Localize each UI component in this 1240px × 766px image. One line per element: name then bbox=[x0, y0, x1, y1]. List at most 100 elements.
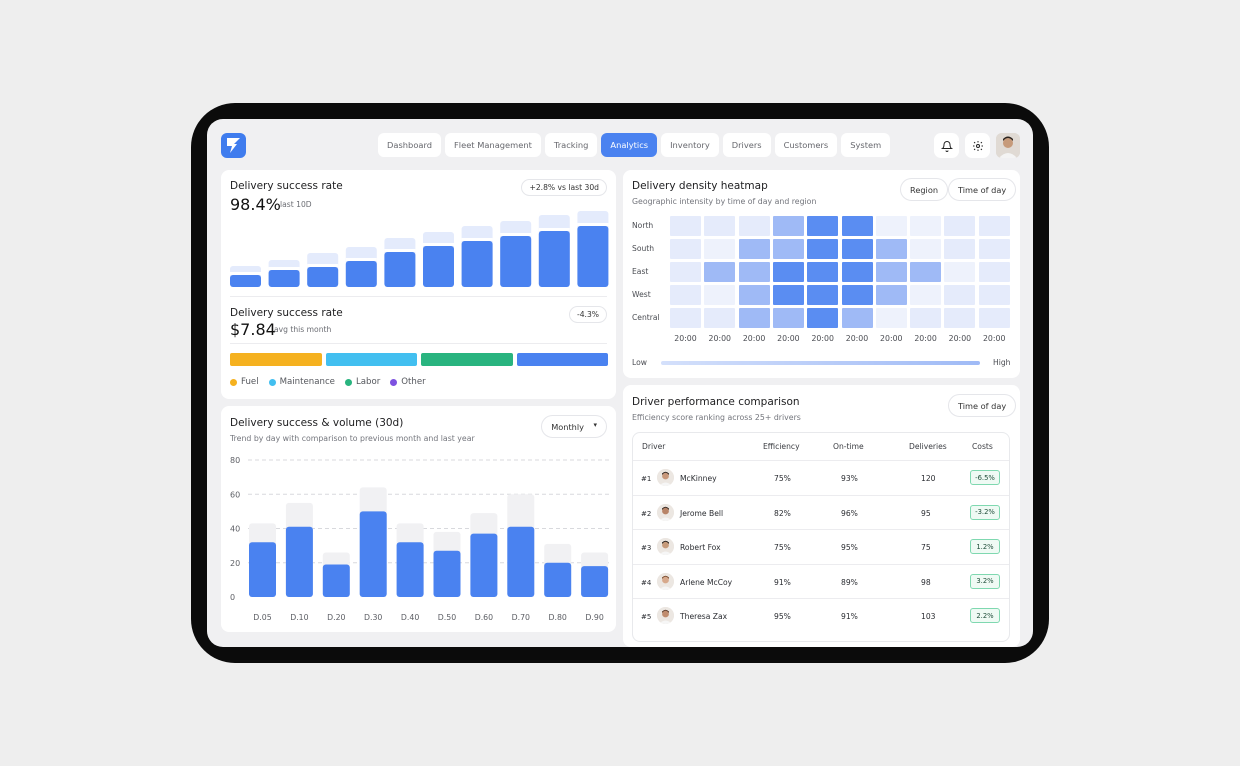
driver-rank: #1 bbox=[641, 475, 652, 483]
heatmap-cell[interactable] bbox=[772, 262, 804, 283]
time-of-day-filter-button[interactable]: Time of day bbox=[948, 178, 1017, 201]
table-row[interactable]: #1 McKinney 75% 93% 120 -6.5% bbox=[633, 460, 1009, 495]
heatmap-cell[interactable] bbox=[738, 308, 770, 329]
heatmap-cell[interactable] bbox=[704, 308, 736, 329]
heatmap-cell[interactable] bbox=[978, 285, 1010, 306]
bell-icon[interactable] bbox=[934, 133, 959, 158]
x-tick-label: D.70 bbox=[512, 613, 530, 622]
drivers-title: Driver performance comparison bbox=[632, 396, 800, 408]
brand-logo[interactable] bbox=[221, 133, 246, 158]
heatmap-cell[interactable] bbox=[738, 216, 770, 236]
x-tick-label: D.20 bbox=[327, 613, 345, 622]
cost-breakdown-bar bbox=[230, 353, 608, 366]
heatmap-cell[interactable] bbox=[670, 239, 701, 260]
rate-bar bbox=[577, 226, 609, 287]
legend-dot bbox=[230, 378, 237, 386]
volume-bar bbox=[396, 542, 424, 597]
heatmap-cell[interactable] bbox=[841, 308, 873, 329]
heatmap-cell[interactable] bbox=[910, 239, 942, 260]
y-tick-label: 0 bbox=[230, 593, 235, 602]
rate-bar-gap bbox=[268, 267, 300, 270]
heatmap-cell[interactable] bbox=[910, 308, 942, 329]
heatmap-cell[interactable] bbox=[772, 239, 804, 260]
cost-segment-fuel bbox=[230, 353, 322, 366]
heatmap-cell[interactable] bbox=[910, 216, 942, 236]
heatmap-cell[interactable] bbox=[875, 262, 907, 283]
heatmap-cell[interactable] bbox=[807, 308, 839, 329]
heatmap-row-label: North bbox=[632, 221, 654, 230]
heatmap-cell[interactable] bbox=[944, 308, 976, 329]
heatmap-cell[interactable] bbox=[738, 262, 770, 283]
heatmap-row-label: East bbox=[632, 267, 649, 277]
tab-dashboard[interactable]: Dashboard bbox=[378, 133, 442, 157]
driver-cost-badge: 1.2% bbox=[970, 539, 1000, 554]
heatmap-cell[interactable] bbox=[670, 216, 701, 236]
tab-system[interactable]: System bbox=[841, 133, 891, 157]
heatmap-cell[interactable] bbox=[841, 216, 873, 236]
region-filter-button[interactable]: Region bbox=[900, 178, 949, 201]
heatmap-cell[interactable] bbox=[738, 285, 770, 306]
rate-bar-gap bbox=[500, 233, 532, 236]
heatmap-cell[interactable] bbox=[978, 262, 1010, 283]
rate-bar bbox=[268, 270, 300, 287]
heatmap-cell[interactable] bbox=[738, 239, 770, 260]
heatmap-cell[interactable] bbox=[910, 262, 942, 283]
divider bbox=[230, 296, 607, 297]
tab-tracking[interactable]: Tracking bbox=[544, 133, 598, 157]
heatmap-cell[interactable] bbox=[807, 239, 839, 260]
gear-icon[interactable] bbox=[965, 133, 990, 158]
drivers-time-filter-button[interactable]: Time of day bbox=[948, 394, 1017, 417]
heatmap-cell[interactable] bbox=[944, 262, 976, 283]
driver-efficiency: 95% bbox=[774, 612, 791, 621]
heatmap-cell[interactable] bbox=[704, 262, 736, 283]
heatmap-cell[interactable] bbox=[875, 216, 907, 236]
heatmap-cell[interactable] bbox=[944, 216, 976, 236]
rate-bar bbox=[384, 252, 416, 287]
heatmap-cell[interactable] bbox=[772, 308, 804, 329]
heatmap-cell[interactable] bbox=[875, 239, 907, 260]
driver-avatar bbox=[657, 503, 674, 521]
heatmap-cell[interactable] bbox=[670, 262, 701, 283]
cost-badge: -4.3% bbox=[568, 306, 607, 323]
volume-bar bbox=[470, 533, 498, 597]
success-rate-chart bbox=[230, 211, 609, 287]
heatmap-cell[interactable] bbox=[841, 239, 873, 260]
tab-analytics[interactable]: Analytics bbox=[601, 133, 658, 157]
heatmap-cell[interactable] bbox=[704, 216, 736, 236]
heatmap-cell[interactable] bbox=[807, 216, 839, 236]
heatmap-cell[interactable] bbox=[841, 285, 873, 306]
tab-drivers[interactable]: Drivers bbox=[722, 133, 771, 157]
heatmap-cell[interactable] bbox=[978, 239, 1010, 260]
heatmap-cell[interactable] bbox=[944, 285, 976, 306]
cost-segment-other bbox=[516, 353, 608, 366]
heatmap-cell[interactable] bbox=[704, 285, 736, 306]
heatmap-cell[interactable] bbox=[807, 262, 839, 283]
tab-inventory[interactable]: Inventory bbox=[661, 133, 719, 157]
heatmap-cell[interactable] bbox=[875, 285, 907, 306]
heatmap-cell[interactable] bbox=[978, 308, 1010, 329]
table-row[interactable]: #5 Theresa Zax 95% 91% 103 2.2% bbox=[633, 598, 1009, 633]
volume-title: Delivery success & volume (30d) bbox=[230, 417, 404, 429]
tab-customers[interactable]: Customers bbox=[774, 133, 838, 157]
heatmap-cell[interactable] bbox=[875, 308, 907, 329]
heatmap-cell[interactable] bbox=[807, 285, 839, 306]
driver-performance-card: Driver performance comparison Efficiency… bbox=[623, 385, 1020, 647]
heatmap-cell[interactable] bbox=[910, 285, 942, 306]
heatmap-cell[interactable] bbox=[772, 285, 804, 306]
user-avatar[interactable] bbox=[996, 133, 1020, 158]
heatmap-cell[interactable] bbox=[978, 216, 1010, 236]
heatmap-cell[interactable] bbox=[704, 239, 736, 260]
success-rate-badge: +2.8% vs last 30d bbox=[521, 179, 607, 196]
heatmap-cell[interactable] bbox=[772, 216, 804, 236]
heatmap-cell[interactable] bbox=[670, 308, 701, 329]
heatmap-cell[interactable] bbox=[841, 262, 873, 283]
heatmap-cell[interactable] bbox=[944, 239, 976, 260]
rate-bar-gap bbox=[384, 249, 416, 252]
table-row[interactable]: #3 Robert Fox 75% 95% 75 1.2% bbox=[633, 529, 1009, 564]
tab-fleet-management[interactable]: Fleet Management bbox=[445, 133, 541, 157]
table-row[interactable]: #4 Arlene McCoy 91% 89% 98 3.2% bbox=[633, 563, 1009, 599]
table-row[interactable]: #2 Jerome Bell 82% 96% 95 -3.2% bbox=[633, 494, 1009, 530]
period-dropdown[interactable]: Monthly ▾ bbox=[541, 415, 607, 438]
heatmap-cell[interactable] bbox=[670, 285, 701, 306]
volume-chart: 80 60 40 20 0 D.05 D.10 D.20 D.30 D.40 D.50 D.60 D.7… bbox=[230, 456, 609, 622]
